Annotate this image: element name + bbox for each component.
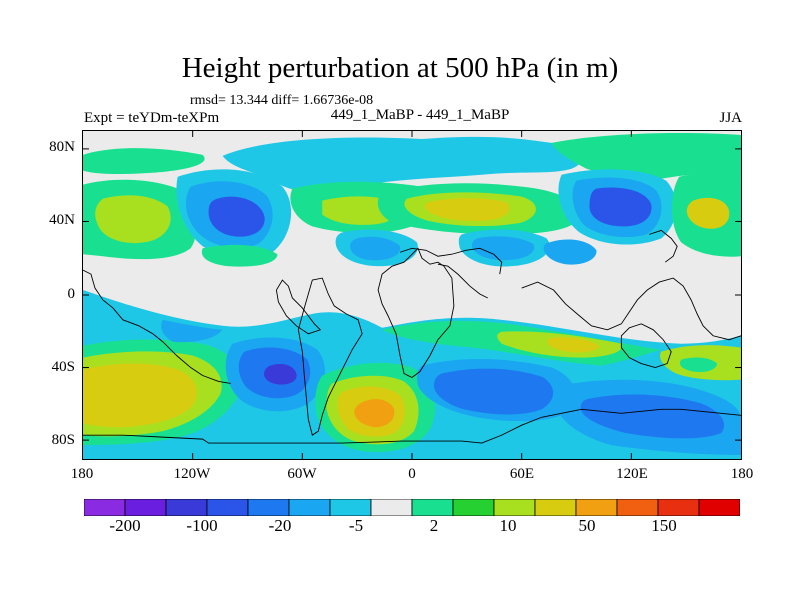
- south-indian-yellow: [547, 337, 600, 353]
- colorbar-swatch: [247, 499, 290, 516]
- lat-tick-label: 0: [67, 286, 76, 302]
- south-east-green-pocket: [679, 357, 718, 373]
- south-pacific-low-core: [264, 364, 297, 385]
- colorbar-swatch: [370, 499, 413, 516]
- colorbar-label: -5: [348, 516, 364, 535]
- contour-map: [82, 130, 742, 460]
- colorbar-label: 150: [651, 516, 677, 535]
- lon-tick-label: 180: [730, 466, 754, 482]
- colorbar-swatch: [452, 499, 495, 516]
- subtropic-north-sky-2: [471, 236, 535, 261]
- colorbar-label: -20: [268, 516, 292, 535]
- eurasia-high-core: [424, 198, 510, 221]
- stats-label: rmsd= 13.344 diff= 1.66736e-08: [190, 93, 374, 108]
- subtropic-north-sky-1: [350, 236, 401, 261]
- axis-ticks: [83, 131, 741, 459]
- coastline-north-america-south: [275, 279, 322, 335]
- coastline-arabia: [437, 263, 488, 299]
- colorbar-swatch: [206, 499, 249, 516]
- south-yellow-core: [83, 363, 197, 428]
- colorbar-swatch: [165, 499, 208, 516]
- colorbar-swatch: [288, 499, 331, 516]
- experiment-label: Expt = teYDm-teXPm: [84, 110, 220, 126]
- colorbar-swatch: [575, 499, 618, 516]
- lon-tick-label: 120E: [616, 466, 648, 482]
- npac-east-yellow: [686, 197, 730, 229]
- colorbar-swatch: [698, 499, 740, 516]
- subtropic-north-green: [201, 244, 278, 267]
- colorbar-label: 10: [499, 516, 517, 535]
- lon-tick-label: 180: [70, 466, 94, 482]
- colorbar-swatch: [411, 499, 454, 516]
- lon-tick-label: 0: [408, 466, 416, 482]
- npac-low-core: [208, 196, 265, 237]
- lon-tick-label: 60E: [509, 466, 535, 482]
- arctic-west-green: [83, 148, 205, 175]
- colorbar: [84, 499, 740, 516]
- arctic-cyan-band: [222, 136, 582, 192]
- coastline-asia-southeast: [521, 277, 741, 341]
- season-label: JJA: [719, 110, 742, 126]
- colorbar-label: -200: [109, 516, 141, 535]
- coastlines: [83, 229, 741, 444]
- south-east-blue-low: [580, 394, 725, 439]
- lon-tick-label: 60W: [287, 466, 317, 482]
- coastline-west-pacific: [83, 269, 231, 384]
- lat-tick-label: 40N: [49, 212, 75, 228]
- colorbar-swatch: [534, 499, 577, 516]
- colorbar-swatch: [329, 499, 372, 516]
- colorbar-swatch: [657, 499, 700, 516]
- case-label: 449_1_MaBP - 449_1_MaBP: [330, 107, 510, 123]
- lon-tick-label: 120W: [173, 466, 211, 482]
- lat-tick-label: 80N: [49, 139, 75, 155]
- colorbar-swatch: [493, 499, 536, 516]
- coastline-japan: [649, 229, 678, 263]
- colorbar-swatch: [616, 499, 659, 516]
- asia-low-core: [589, 187, 652, 227]
- colorbar-label: 2: [429, 516, 439, 535]
- lat-tick-label: 40S: [51, 359, 75, 375]
- south-indian-blue-low: [433, 368, 554, 415]
- colorbar-swatch: [84, 499, 126, 516]
- colorbar-label: 50: [578, 516, 596, 535]
- lat-tick-label: 80S: [51, 432, 75, 448]
- colorbar-swatch: [124, 499, 167, 516]
- colorbar-label: -100: [186, 516, 218, 535]
- south-atlantic-high-core: [354, 399, 395, 428]
- npac-wave-yellow-green: [95, 195, 171, 244]
- coastline-antarctica: [83, 408, 741, 444]
- plot-title: Height perturbation at 500 hPa (in m): [181, 52, 619, 84]
- arctic-green-east: [551, 133, 741, 182]
- south-tropic-sky-band: [161, 319, 223, 343]
- coastline-tibet-outline: [399, 247, 503, 275]
- coastline-australia: [620, 323, 672, 369]
- coastline-south-america: [297, 277, 363, 436]
- subtropic-north-sky-3: [543, 239, 597, 265]
